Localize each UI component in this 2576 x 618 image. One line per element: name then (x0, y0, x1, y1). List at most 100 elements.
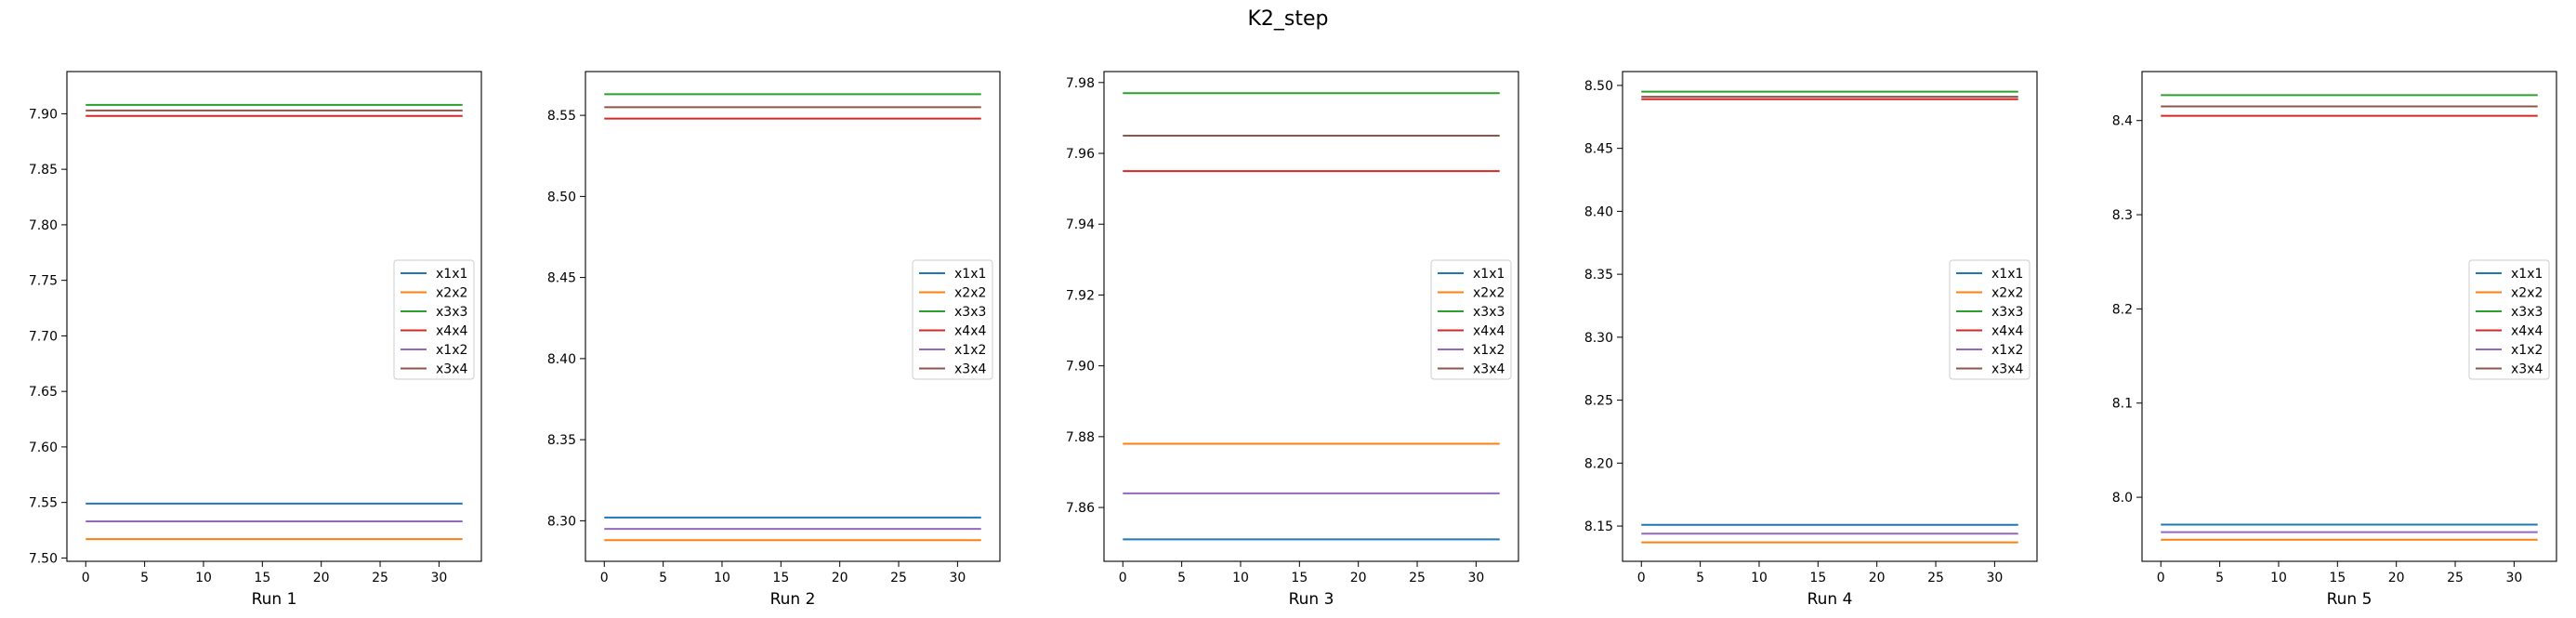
legend-label-x4x4: x4x4 (1991, 324, 2023, 339)
legend-label-x3x4: x3x4 (1473, 362, 1505, 377)
subplot-run-3: 0 5 10 15 20 25 30 7.86 7.88 7.90 7.92 7.94 7.96 7.98… (1066, 71, 1519, 609)
legend-label-x4x4: x4x4 (2511, 324, 2543, 339)
x-tick-label: 25 (2447, 571, 2464, 585)
legend-label-x1x1: x1x1 (1473, 267, 1505, 282)
legend-label-x3x4: x3x4 (2511, 362, 2543, 377)
y-tick-label: 8.2 (2112, 302, 2133, 317)
legend-label-x4x4: x4x4 (954, 324, 986, 339)
x-tick-label: 0 (1119, 571, 1127, 585)
y-tick-label: 8.55 (547, 109, 576, 124)
x-axis-label: Run 5 (2327, 590, 2372, 609)
y-tick-label: 8.50 (1584, 79, 1613, 94)
legend-label-x4x4: x4x4 (436, 324, 467, 339)
y-tick-label: 7.60 (29, 440, 58, 455)
x-tick-label: 5 (2215, 571, 2224, 585)
legend-label-x3x4: x3x4 (436, 362, 467, 377)
subplot-run-2: 0 5 10 15 20 25 30 8.30 8.35 8.40 8.45 8.50 8.55 Run … (547, 71, 1001, 609)
legend-label-x1x1: x1x1 (2511, 267, 2543, 282)
subplots: 0 5 10 15 20 25 30 7.50 7.55 7.60 7.65 7.70 7.75 7.80… (29, 71, 2557, 609)
x-tick-label: 20 (1350, 571, 1367, 585)
x-tick-label: 15 (254, 571, 270, 585)
legend-label-x2x2: x2x2 (954, 286, 986, 301)
x-tick-label: 15 (772, 571, 789, 585)
y-tick-label: 7.86 (1066, 501, 1095, 516)
x-tick-label: 30 (1467, 571, 1484, 585)
legend-label-x3x3: x3x3 (436, 305, 467, 320)
axes-frame (585, 71, 1001, 562)
figure-title: K2_step (1247, 7, 1328, 31)
y-tick-label: 8.4 (2112, 114, 2133, 129)
y-tick-label: 7.90 (29, 107, 58, 122)
axes-frame (66, 71, 482, 562)
x-tick-label: 10 (1232, 571, 1249, 585)
x-tick-label: 5 (1177, 571, 1186, 585)
y-tick-label: 8.1 (2112, 397, 2133, 412)
legend-label-x3x4: x3x4 (954, 362, 986, 377)
x-tick-label: 25 (372, 571, 388, 585)
y-tick-label: 7.90 (1066, 360, 1095, 375)
x-axis-label: Run 3 (1289, 590, 1334, 609)
legend-label-x3x3: x3x3 (1991, 305, 2023, 320)
y-tick-label: 8.25 (1584, 394, 1613, 409)
y-tick-label: 7.92 (1066, 288, 1095, 303)
legend-label-x1x1: x1x1 (954, 267, 986, 282)
legend-label-x3x3: x3x3 (954, 305, 986, 320)
legend-label-x3x3: x3x3 (2511, 305, 2543, 320)
legend: x1x1 x2x2 x3x3 x4x4 x1x2 x3x4 (1949, 259, 2031, 380)
y-tick-label: 8.50 (547, 190, 576, 204)
x-tick-label: 30 (1986, 571, 2003, 585)
legend-label-x1x2: x1x2 (1991, 343, 2023, 358)
legend-label-x1x2: x1x2 (2511, 343, 2543, 358)
y-tick-label: 7.85 (29, 163, 58, 178)
legend-label-x1x2: x1x2 (954, 343, 986, 358)
y-tick-label: 8.45 (547, 271, 576, 286)
legend-label-x2x2: x2x2 (2511, 286, 2543, 301)
y-tick-label: 8.30 (1584, 331, 1613, 346)
x-tick-label: 30 (2505, 571, 2522, 585)
x-tick-label: 5 (659, 571, 667, 585)
x-tick-label: 10 (1751, 571, 1768, 585)
legend-label-x1x2: x1x2 (1473, 343, 1505, 358)
x-tick-label: 30 (430, 571, 447, 585)
x-tick-label: 0 (82, 571, 90, 585)
x-tick-label: 0 (1637, 571, 1646, 585)
y-tick-label: 8.30 (547, 514, 576, 529)
y-tick-label: 7.65 (29, 385, 58, 400)
y-tick-label: 8.40 (1584, 204, 1613, 219)
legend-label-x3x3: x3x3 (1473, 305, 1505, 320)
legend-label-x2x2: x2x2 (436, 286, 467, 301)
legend: x1x1 x2x2 x3x3 x4x4 x1x2 x3x4 (1430, 259, 1512, 380)
subplot-run-5: 0 5 10 15 20 25 30 8.0 8.1 8.2 8.3 8.4 Run 5 x1x1 x2x2… (2112, 71, 2557, 609)
y-tick-label: 7.80 (29, 218, 58, 233)
axes-frame (1103, 71, 1519, 562)
legend-label-x4x4: x4x4 (1473, 324, 1505, 339)
x-tick-label: 10 (195, 571, 212, 585)
x-tick-label: 20 (313, 571, 330, 585)
axes-frame (1622, 71, 2038, 562)
legend: x1x1 x2x2 x3x3 x4x4 x1x2 x3x4 (2468, 259, 2550, 380)
y-tick-label: 7.88 (1066, 430, 1095, 445)
y-tick-label: 7.50 (29, 551, 58, 566)
y-tick-label: 7.70 (29, 329, 58, 344)
subplot-run-1: 0 5 10 15 20 25 30 7.50 7.55 7.60 7.65 7.70 7.75 7.80… (29, 71, 482, 609)
x-axis-label: Run 1 (252, 590, 297, 609)
x-tick-label: 20 (2388, 571, 2405, 585)
y-tick-label: 7.55 (29, 496, 58, 511)
y-tick-label: 8.35 (547, 433, 576, 448)
axes-frame (2141, 71, 2557, 562)
y-tick-label: 7.98 (1066, 76, 1095, 91)
y-tick-label: 8.0 (2112, 491, 2133, 506)
y-tick-label: 8.3 (2112, 208, 2133, 223)
x-tick-label: 5 (1696, 571, 1704, 585)
x-tick-label: 25 (890, 571, 907, 585)
x-axis-label: Run 4 (1807, 590, 1853, 609)
x-tick-label: 15 (1291, 571, 1308, 585)
x-tick-label: 25 (1927, 571, 1944, 585)
x-tick-label: 25 (1409, 571, 1426, 585)
x-tick-label: 10 (714, 571, 730, 585)
y-tick-label: 8.45 (1584, 142, 1613, 157)
x-tick-label: 15 (1809, 571, 1826, 585)
x-tick-label: 0 (2157, 571, 2165, 585)
y-tick-label: 8.20 (1584, 456, 1613, 471)
